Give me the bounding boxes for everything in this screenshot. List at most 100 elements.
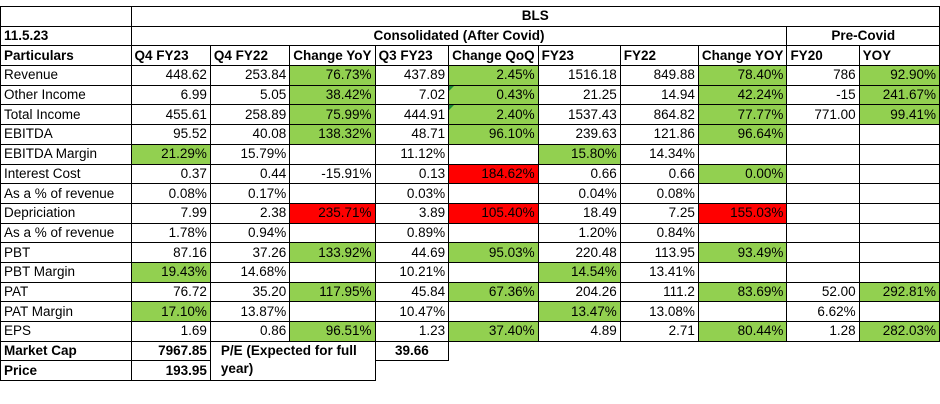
cell[interactable] [0,6,132,27]
cell-fy22[interactable]: 0.66 [619,163,699,185]
cell-yoy[interactable] [858,222,940,244]
cell-fy22[interactable]: 14.34% [619,143,699,165]
row-label[interactable]: EBITDA [0,124,132,145]
cell-fy23[interactable]: 13.47% [537,301,621,322]
row-label[interactable]: As a % of revenue [0,222,132,244]
cell-q3fy23[interactable]: 48.71 [374,124,450,145]
price-label[interactable]: Price [0,360,132,382]
cell-fy20[interactable]: 52.00 [786,281,860,303]
pe-label[interactable]: P/E (Expected for full year) [209,340,376,382]
cell-chg-qoq[interactable]: 184.62% [448,163,539,185]
cell-q4fy22[interactable]: 0.17% [209,183,291,204]
cell-q4fy23[interactable]: 7.99 [130,202,211,224]
cell-fy22[interactable]: 0.08% [619,183,699,204]
cell-fy23[interactable]: 21.25 [537,84,621,106]
price-value[interactable]: 193.95 [130,360,211,382]
cell-chg-yoy[interactable]: 117.95% [289,281,376,303]
cell-chg-yoy-fy[interactable]: 96.64% [697,124,788,145]
cell-fy23[interactable]: 204.26 [537,281,621,303]
cell-chg-yoy-fy[interactable] [697,301,788,322]
cell-fy23[interactable]: 0.04% [537,183,621,204]
cell-chg-yoy-fy[interactable]: 78.40% [697,65,788,86]
cell-fy20[interactable] [786,163,860,185]
cell-fy22[interactable]: 121.86 [619,124,699,145]
header-change-yoy[interactable]: Change YoY [289,45,376,67]
cell-chg-yoy-fy[interactable]: 0.00% [697,163,788,185]
header-yoy[interactable]: YOY [858,45,940,67]
cell-chg-yoy[interactable]: 96.51% [289,321,376,342]
cell-fy23[interactable]: 1516.18 [537,65,621,86]
row-label[interactable]: EBITDA Margin [0,143,132,165]
cell-fy20[interactable] [786,242,860,263]
cell-yoy[interactable]: 92.90% [858,65,940,86]
cell-chg-qoq[interactable]: 2.40% [448,104,539,126]
cell-q4fy23[interactable]: 1.69 [130,321,211,342]
market-cap-label[interactable]: Market Cap [0,340,132,362]
cell-q4fy22[interactable]: 0.86 [209,321,291,342]
cell-fy20[interactable] [786,124,860,145]
group-after-covid[interactable]: Consolidated (After Covid) [130,25,788,47]
cell-yoy[interactable]: 282.03% [858,321,940,342]
cell-yoy[interactable] [858,163,940,185]
cell-q4fy23[interactable]: 19.43% [130,261,211,283]
cell-q4fy23[interactable]: 0.37 [130,163,211,185]
cell-q4fy23[interactable]: 455.61 [130,104,211,126]
cell-yoy[interactable] [858,261,940,283]
cell-fy22[interactable]: 14.94 [619,84,699,106]
cell-fy23[interactable]: 239.63 [537,124,621,145]
cell-q3fy23[interactable]: 10.47% [374,301,450,322]
cell-chg-qoq[interactable] [448,183,539,204]
row-label[interactable]: Other Income [0,84,132,106]
cell-chg-yoy[interactable]: 138.32% [289,124,376,145]
cell-q4fy23[interactable]: 76.72 [130,281,211,303]
cell-q4fy22[interactable]: 5.05 [209,84,291,106]
row-label[interactable]: PAT [0,281,132,303]
cell-chg-qoq[interactable] [448,301,539,322]
cell-q4fy23[interactable]: 0.08% [130,183,211,204]
header-fy20[interactable]: FY20 [786,45,860,67]
row-label[interactable]: Depriciation [0,202,132,224]
cell-fy20[interactable]: 1.28 [786,321,860,342]
row-label[interactable]: PBT Margin [0,261,132,283]
cell-fy20[interactable] [786,183,860,204]
cell-chg-yoy-fy[interactable] [697,143,788,165]
cell-fy22[interactable]: 2.71 [619,321,699,342]
cell-q4fy22[interactable]: 13.87% [209,301,291,322]
cell-q4fy22[interactable]: 37.26 [209,242,291,263]
cell-chg-qoq[interactable]: 95.03% [448,242,539,263]
cell-q4fy22[interactable]: 15.79% [209,143,291,165]
cell-chg-qoq[interactable]: 105.40% [448,202,539,224]
cell-chg-qoq[interactable] [448,222,539,244]
cell-fy23[interactable]: 220.48 [537,242,621,263]
cell-fy20[interactable] [786,143,860,165]
cell-fy22[interactable]: 864.82 [619,104,699,126]
cell-fy22[interactable]: 13.08% [619,301,699,322]
cell-chg-yoy-fy[interactable] [697,222,788,244]
cell-chg-yoy[interactable] [289,143,376,165]
cell-yoy[interactable] [858,242,940,263]
cell-chg-yoy[interactable]: -15.91% [289,163,376,185]
cell-chg-yoy-fy[interactable]: 155.03% [697,202,788,224]
cell-chg-qoq[interactable]: 0.43% [448,84,539,106]
header-fy23[interactable]: FY23 [537,45,621,67]
cell-q3fy23[interactable]: 11.12% [374,143,450,165]
row-label[interactable]: PAT Margin [0,301,132,322]
cell-fy23[interactable]: 15.80% [537,143,621,165]
header-change-yoy-fy[interactable]: Change YOY [697,45,788,67]
cell-fy20[interactable] [786,261,860,283]
header-fy22[interactable]: FY22 [619,45,699,67]
pe-value[interactable]: 39.66 [374,340,450,362]
cell-fy22[interactable]: 7.25 [619,202,699,224]
cell-chg-yoy-fy[interactable] [697,261,788,283]
cell-chg-qoq[interactable]: 96.10% [448,124,539,145]
cell-q3fy23[interactable]: 45.84 [374,281,450,303]
cell-q4fy22[interactable]: 0.94% [209,222,291,244]
cell-fy23[interactable]: 1537.43 [537,104,621,126]
cell-fy20[interactable]: 786 [786,65,860,86]
header-q4fy23[interactable]: Q4 FY23 [130,45,211,67]
cell-yoy[interactable]: 292.81% [858,281,940,303]
cell-fy23[interactable]: 4.89 [537,321,621,342]
header-particulars[interactable]: Particulars [0,45,132,67]
cell-q4fy23[interactable]: 1.78% [130,222,211,244]
cell-chg-yoy-fy[interactable]: 42.24% [697,84,788,106]
